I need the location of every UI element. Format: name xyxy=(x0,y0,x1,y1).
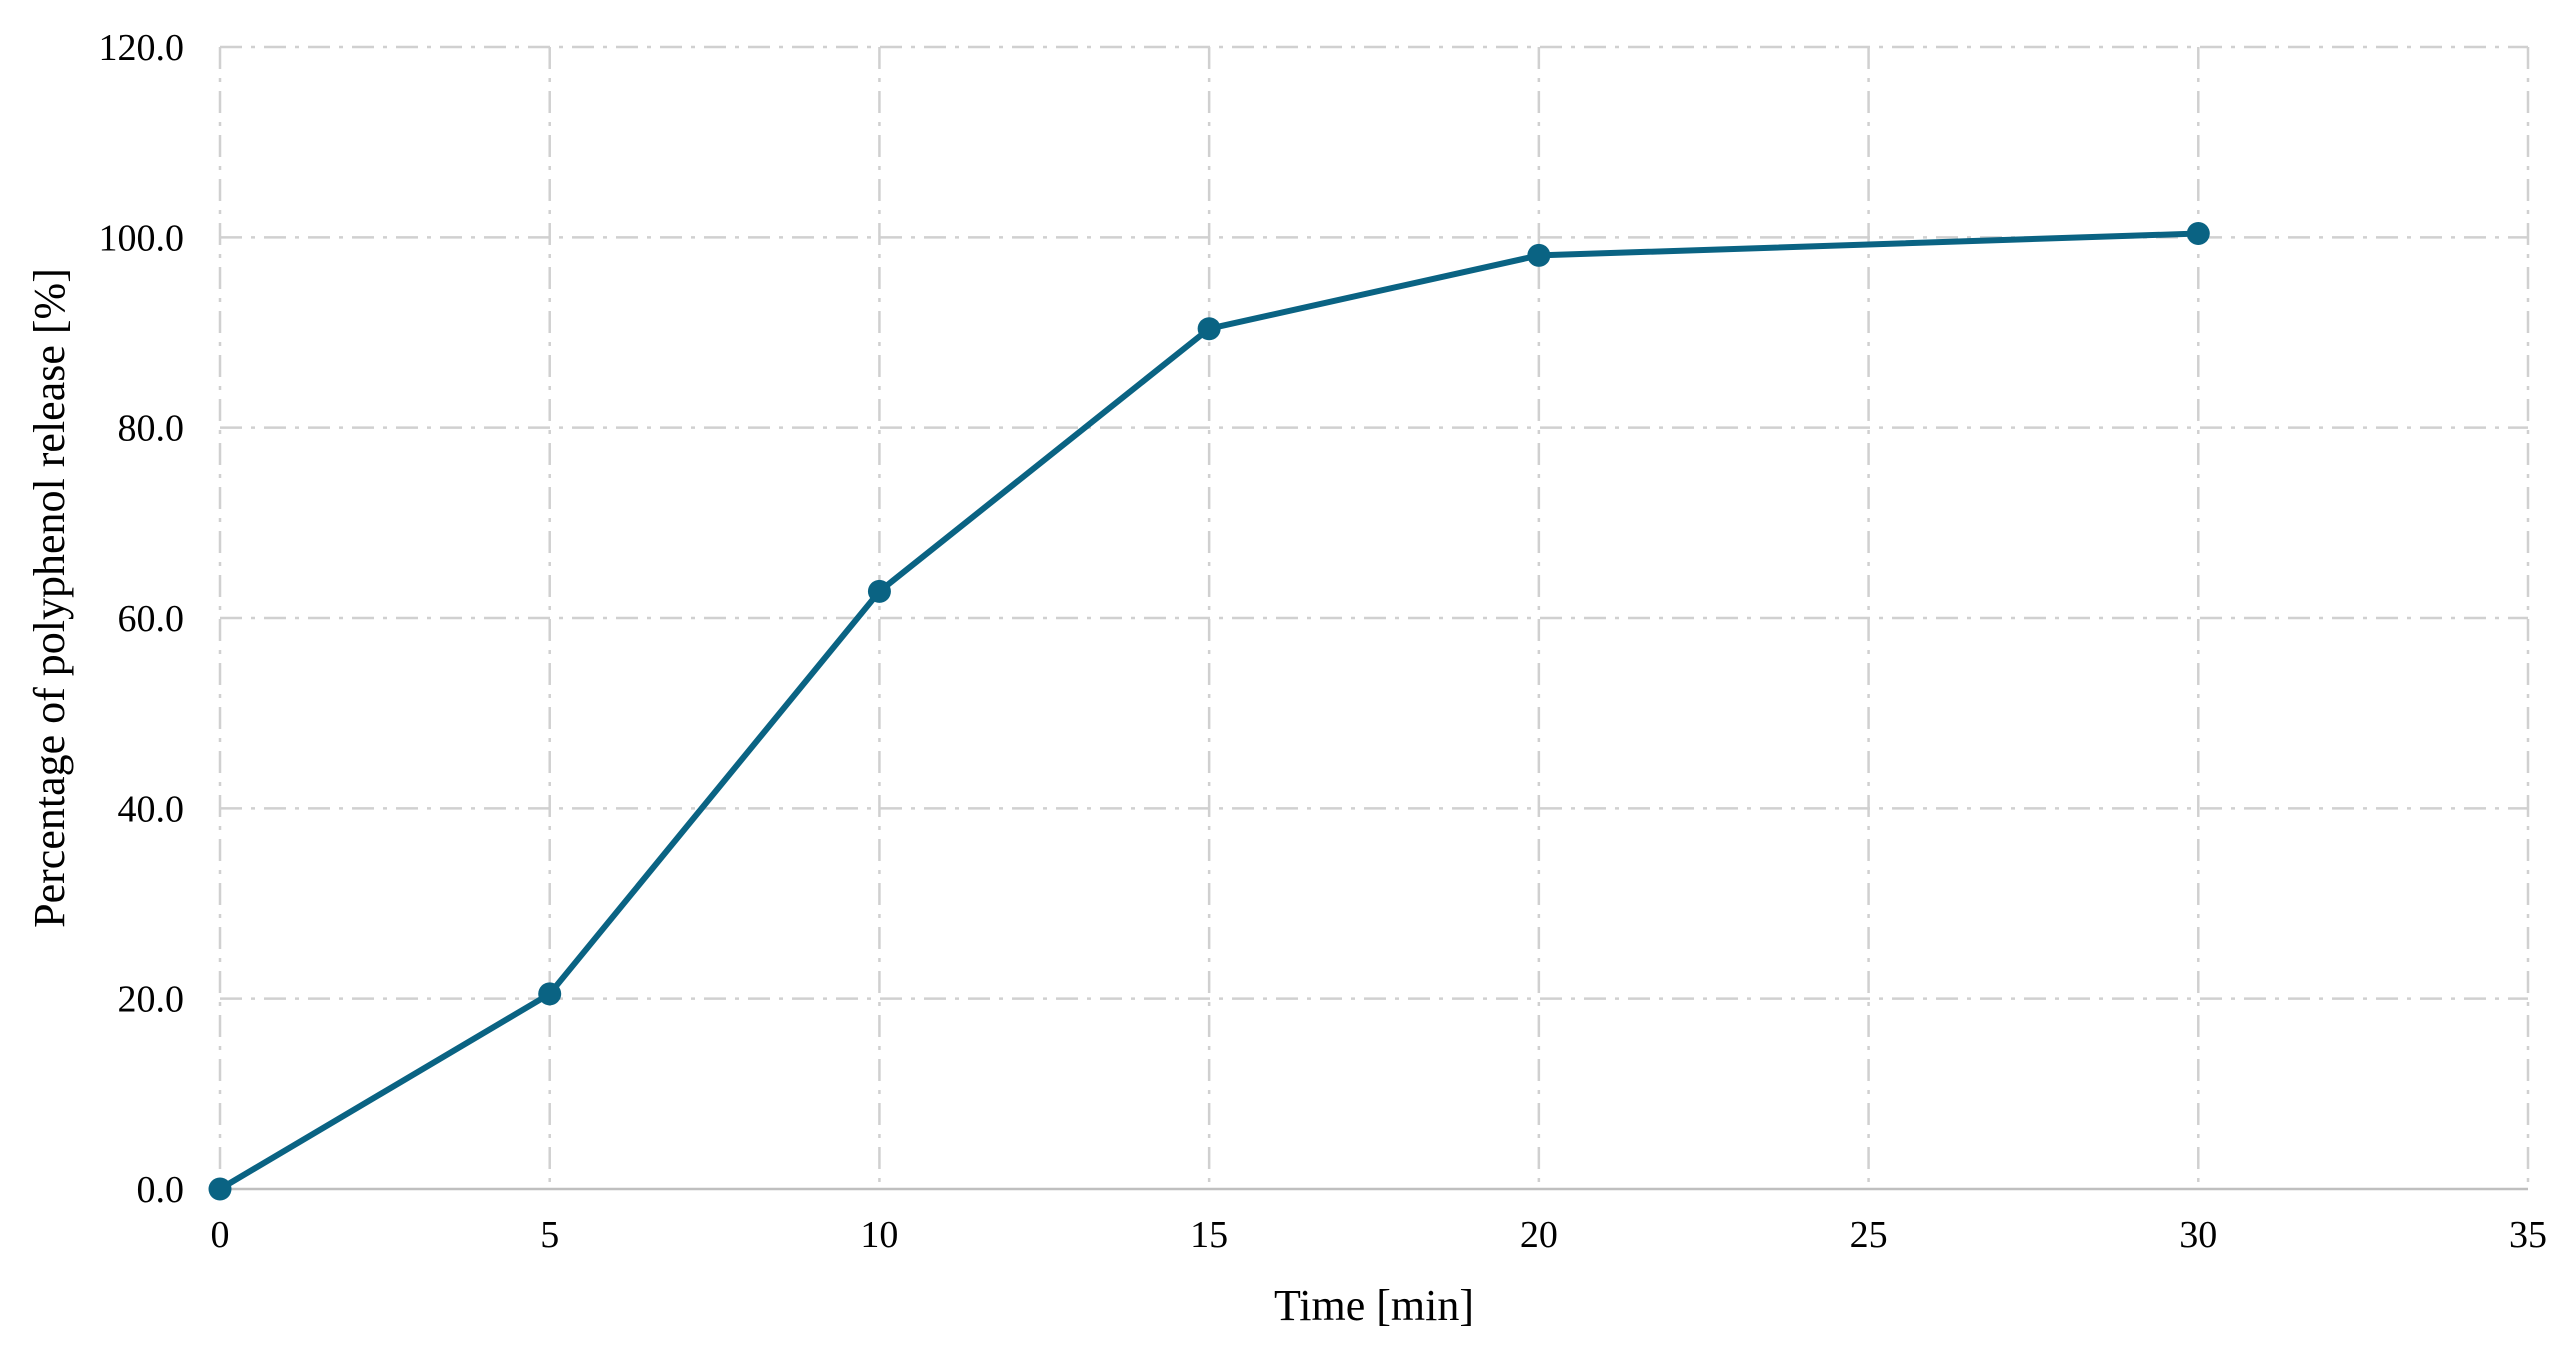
y-tick-labels: 0.0 20.0 40.0 60.0 80.0 100.0 120.0 xyxy=(99,27,185,1211)
data-point xyxy=(1527,243,1551,267)
y-tick-label: 100.0 xyxy=(99,217,185,259)
data-point xyxy=(538,982,562,1006)
y-tick-label: 40.0 xyxy=(118,788,185,830)
y-axis-title: Percentage of polyphenol release [%] xyxy=(25,268,74,928)
grid xyxy=(218,45,2530,1189)
x-tick-label: 30 xyxy=(2179,1214,2217,1256)
x-tick-label: 10 xyxy=(860,1214,898,1256)
y-tick-label: 20.0 xyxy=(118,979,185,1021)
data-point xyxy=(208,1177,232,1201)
y-tick-label: 80.0 xyxy=(118,408,185,450)
x-tick-label: 0 xyxy=(211,1214,230,1256)
data-point xyxy=(1197,317,1221,341)
x-tick-labels: 0 5 10 15 20 25 30 35 xyxy=(211,1214,2548,1256)
y-tick-label: 0.0 xyxy=(137,1169,185,1211)
x-axis-title: Time [min] xyxy=(1274,1281,1474,1330)
y-tick-label: 60.0 xyxy=(118,598,185,640)
x-tick-label: 35 xyxy=(2509,1214,2547,1256)
x-tick-label: 15 xyxy=(1190,1214,1228,1256)
data-point xyxy=(867,579,891,603)
y-tick-label: 120.0 xyxy=(99,27,185,69)
series-line xyxy=(217,230,2202,1192)
data-point xyxy=(2186,222,2210,246)
x-tick-label: 20 xyxy=(1520,1214,1558,1256)
x-tick-label: 5 xyxy=(540,1214,559,1256)
series-layer xyxy=(208,222,2210,1201)
x-tick-label: 25 xyxy=(1850,1214,1888,1256)
